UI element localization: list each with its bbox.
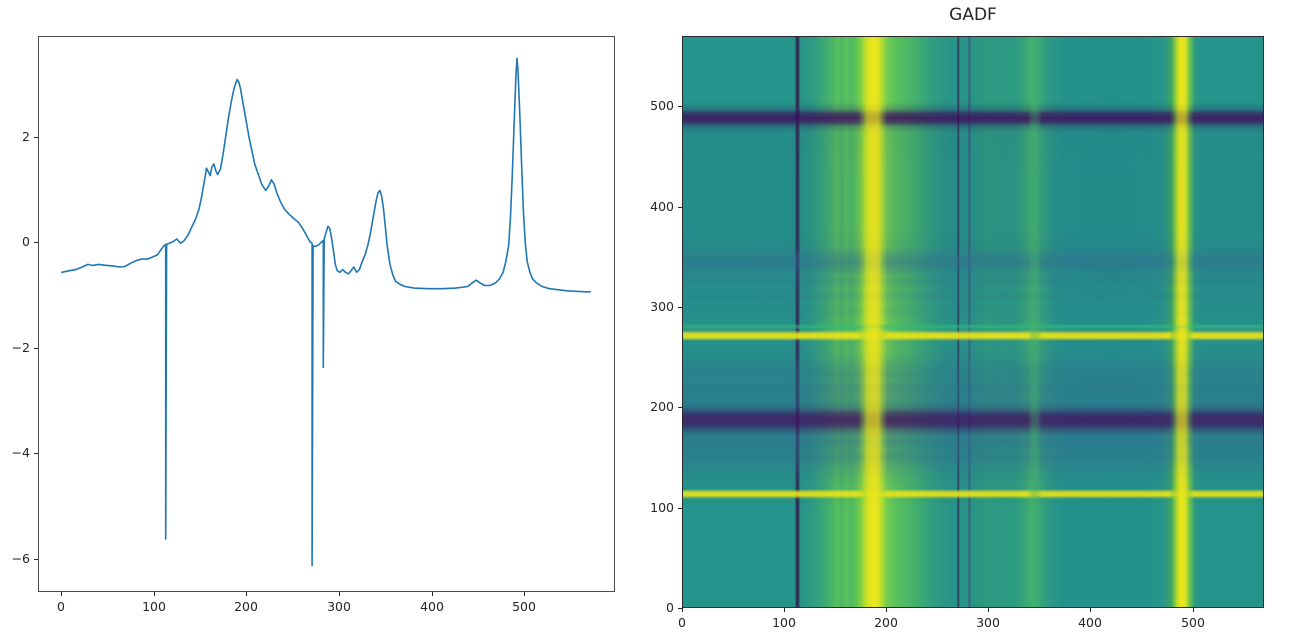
tick-mark xyxy=(34,559,38,560)
tick-label: 100 xyxy=(772,615,796,630)
tick-mark xyxy=(988,608,989,612)
series-polyline xyxy=(61,57,592,567)
tick-mark xyxy=(1193,608,1194,612)
tick-label: 400 xyxy=(420,599,444,614)
time-series-line xyxy=(61,57,592,567)
tick-label: 300 xyxy=(650,299,674,314)
tick-mark xyxy=(34,242,38,243)
tick-label: 500 xyxy=(650,98,674,113)
tick-mark xyxy=(1090,608,1091,612)
tick-mark xyxy=(784,608,785,612)
gadf-title: GADF xyxy=(949,5,997,25)
tick-mark xyxy=(246,592,247,596)
tick-mark xyxy=(524,592,525,596)
tick-label: 500 xyxy=(1181,615,1205,630)
tick-label: 500 xyxy=(512,599,536,614)
tick-mark xyxy=(339,592,340,596)
tick-label: 0 xyxy=(666,600,674,615)
tick-label: 300 xyxy=(976,615,1000,630)
tick-label: 100 xyxy=(650,500,674,515)
tick-mark xyxy=(678,207,682,208)
tick-label: 200 xyxy=(650,399,674,414)
tick-mark xyxy=(678,106,682,107)
tick-mark xyxy=(678,407,682,408)
tick-label: 2 xyxy=(22,129,30,144)
line-plot-area xyxy=(38,36,615,592)
tick-mark xyxy=(34,137,38,138)
tick-mark xyxy=(34,348,38,349)
tick-mark xyxy=(34,453,38,454)
tick-label: 100 xyxy=(142,599,166,614)
tick-label: 400 xyxy=(650,199,674,214)
tick-mark xyxy=(678,608,682,609)
tick-mark xyxy=(682,608,683,612)
tick-mark xyxy=(678,307,682,308)
tick-label: −6 xyxy=(11,551,30,566)
tick-mark xyxy=(678,508,682,509)
tick-mark xyxy=(432,592,433,596)
tick-label: 300 xyxy=(327,599,351,614)
gadf-heatmap-area xyxy=(682,36,1264,608)
tick-label: −2 xyxy=(11,340,30,355)
tick-mark xyxy=(154,592,155,596)
tick-label: 400 xyxy=(1078,615,1102,630)
tick-mark xyxy=(886,608,887,612)
tick-label: 0 xyxy=(678,615,686,630)
tick-label: −4 xyxy=(11,445,30,460)
tick-mark xyxy=(61,592,62,596)
tick-label: 0 xyxy=(22,234,30,249)
tick-label: 0 xyxy=(57,599,65,614)
gadf-horizontal-bands-layer xyxy=(683,37,1263,607)
tick-label: 200 xyxy=(234,599,258,614)
tick-label: 200 xyxy=(874,615,898,630)
